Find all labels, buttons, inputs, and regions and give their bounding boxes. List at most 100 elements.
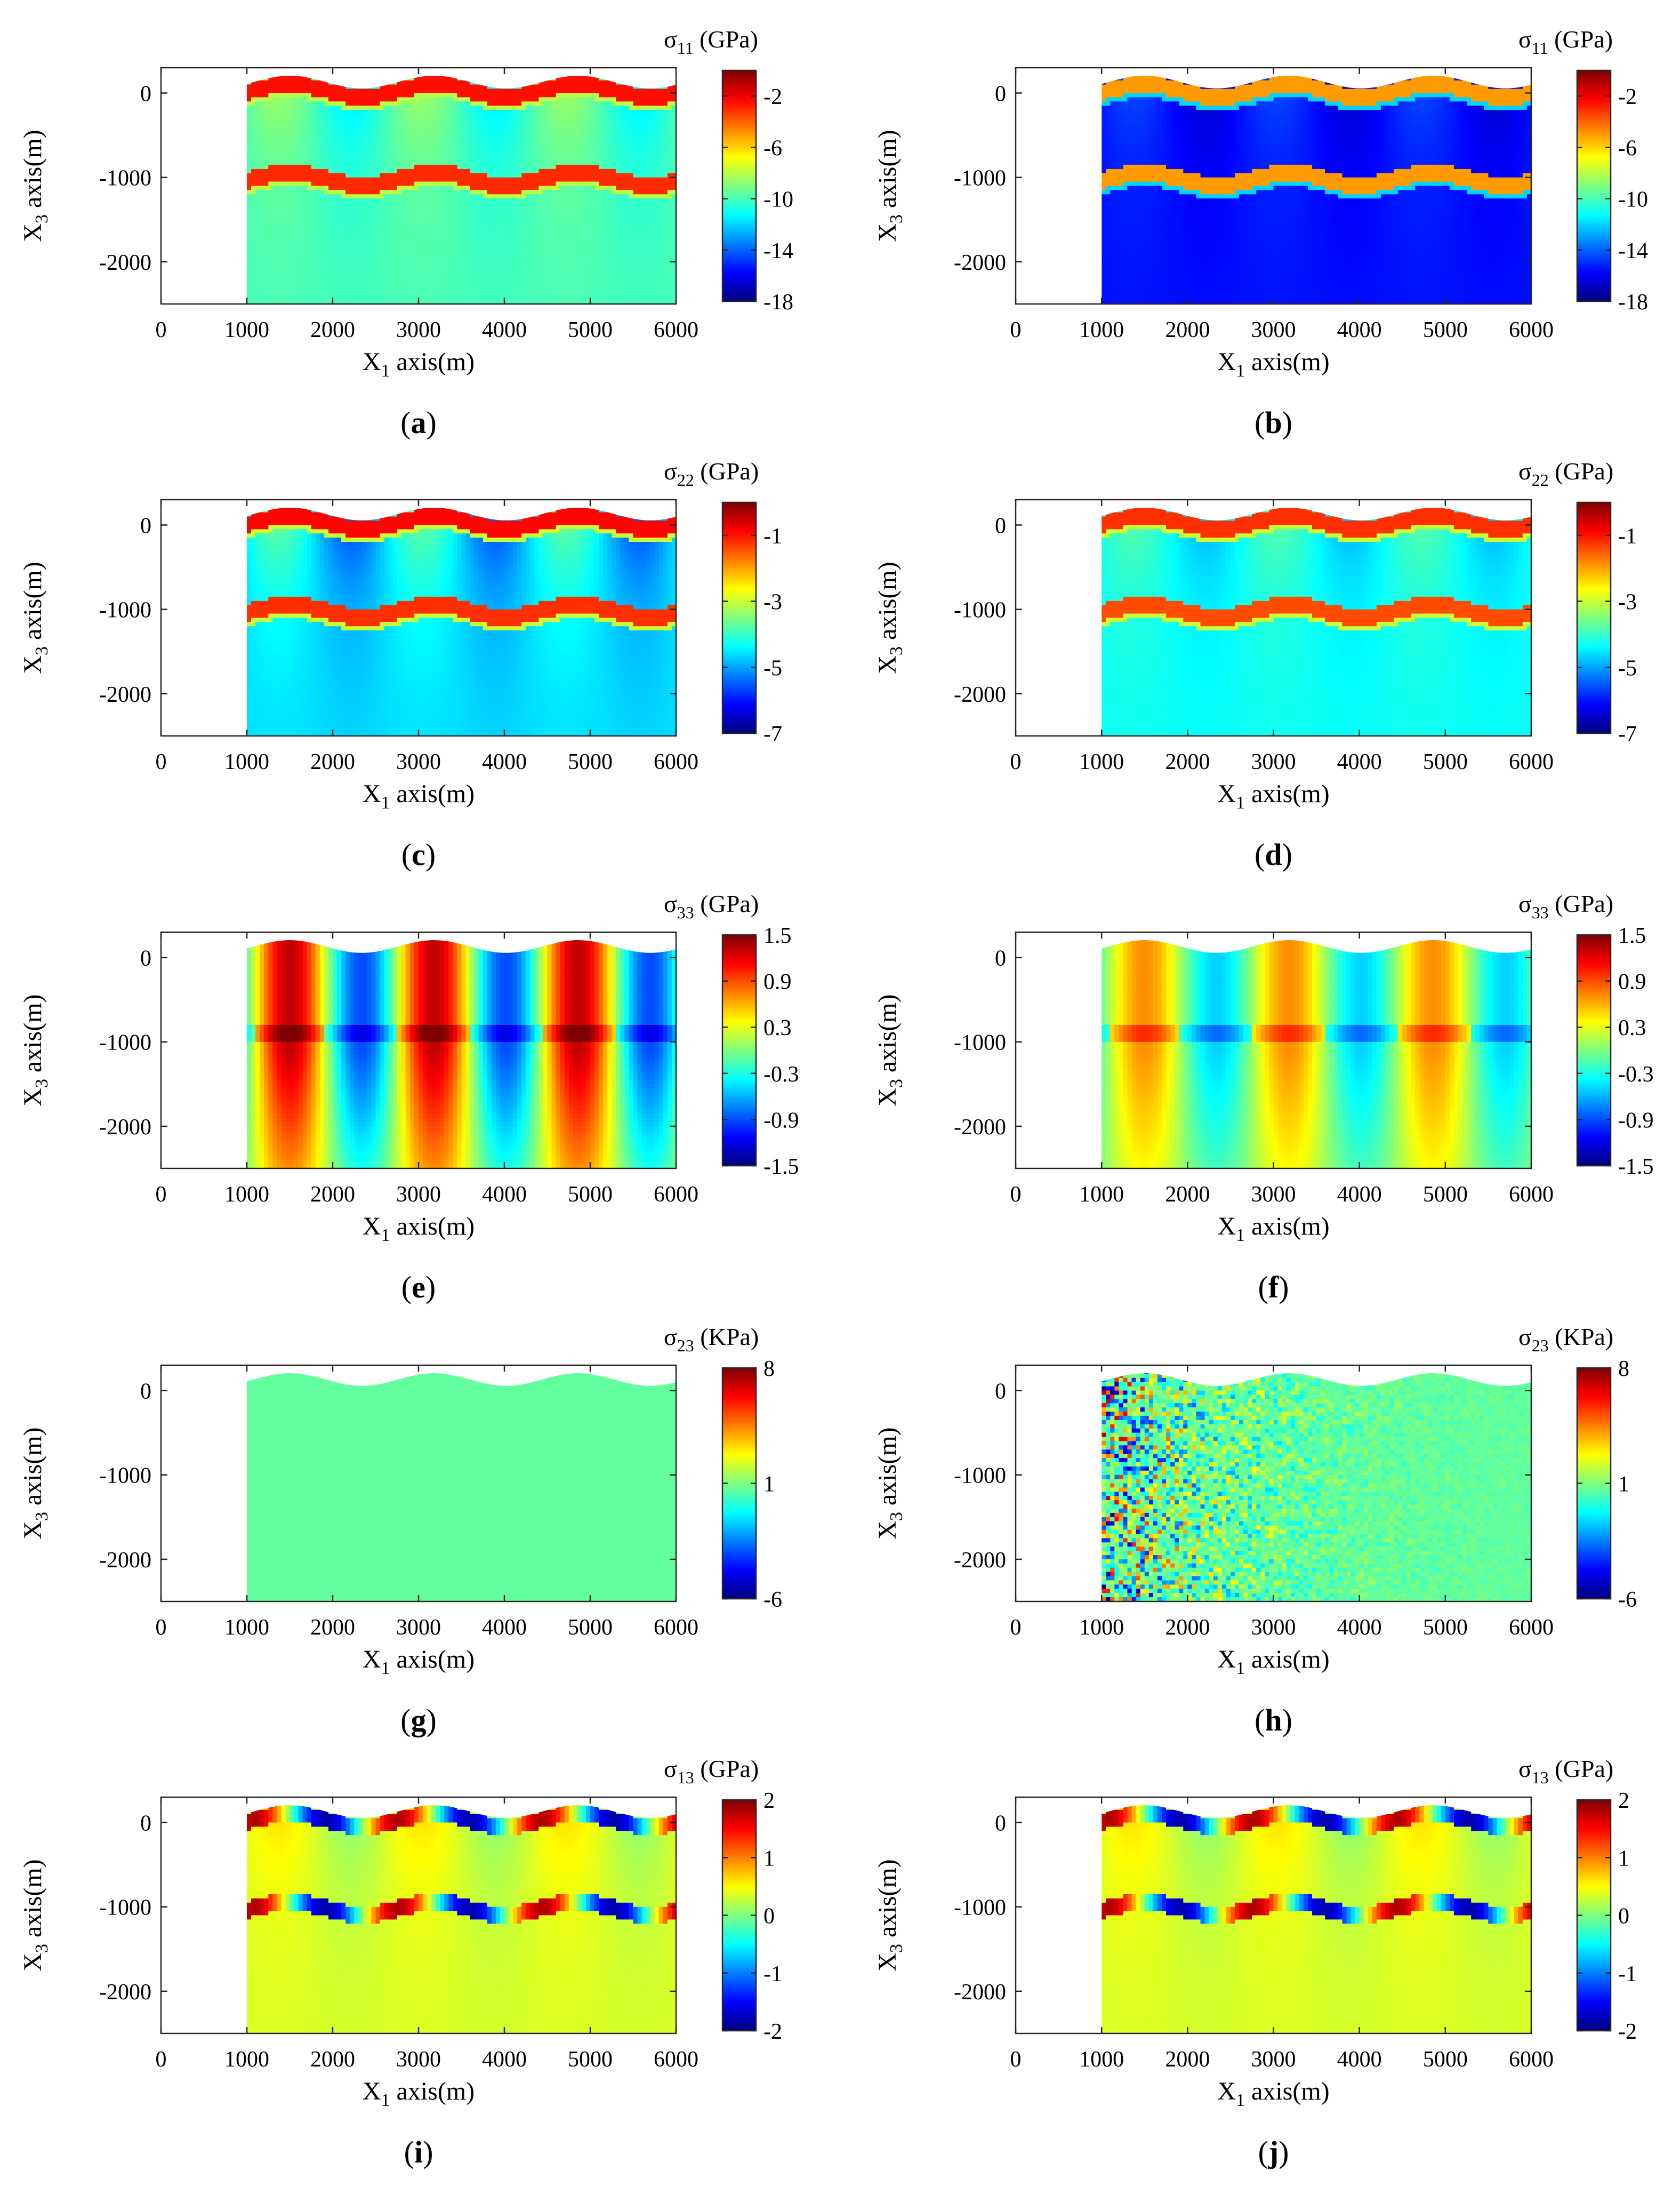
heatmap-cell (543, 93, 548, 98)
heatmap-cell (465, 211, 471, 216)
heatmap-cell (294, 68, 299, 73)
heatmap-cell (440, 131, 445, 136)
heatmap-cell (367, 219, 372, 225)
heatmap-cell (427, 76, 432, 77)
heatmap-cell (294, 76, 299, 77)
heatmap-cell (392, 261, 398, 267)
heatmap-cell (397, 152, 402, 157)
heatmap-cell (465, 194, 471, 199)
heatmap-cell (436, 207, 441, 212)
heatmap-cell (427, 173, 432, 178)
heatmap-cell (247, 186, 252, 191)
heatmap-cell (594, 169, 599, 174)
heatmap-cell (581, 80, 586, 85)
heatmap-cell (341, 194, 346, 199)
heatmap-cell (307, 223, 312, 229)
heatmap-cell (457, 97, 462, 102)
heatmap-cell (483, 198, 488, 203)
heatmap-cell (341, 156, 346, 161)
heatmap-cell (311, 245, 316, 250)
heatmap-cell (491, 215, 496, 220)
heatmap-cell (345, 190, 350, 195)
heatmap-cell (612, 118, 617, 123)
heatmap-cell (350, 156, 355, 161)
heatmap-cell (448, 274, 454, 279)
heatmap-cell (470, 181, 475, 187)
heatmap-cell (658, 241, 664, 245)
heatmap-cell (526, 190, 531, 195)
heatmap-cell (384, 101, 389, 106)
heatmap-cell (521, 143, 527, 149)
heatmap-cell (641, 203, 647, 207)
heatmap-cell (354, 139, 359, 145)
heatmap-cell (367, 139, 372, 145)
heatmap-cell (384, 169, 389, 174)
heatmap-cell (633, 245, 638, 250)
heatmap-cell (616, 181, 621, 187)
heatmap-cell (397, 143, 402, 149)
heatmap-cell (363, 270, 368, 275)
heatmap-cell (333, 169, 337, 174)
heatmap-cell (612, 97, 617, 102)
heatmap-cell (260, 274, 264, 279)
heatmap-cell (568, 203, 574, 207)
heatmap-cell (521, 118, 527, 123)
heatmap-cell (324, 194, 329, 199)
heatmap-cell (328, 177, 333, 182)
heatmap-cell (517, 270, 522, 275)
heatmap-cell (272, 80, 278, 85)
heatmap-cell (436, 203, 441, 207)
heatmap-cell (556, 89, 561, 94)
heatmap-cell (251, 97, 256, 102)
heatmap-cell (513, 122, 518, 127)
heatmap-cell (504, 241, 509, 245)
heatmap-cell (409, 274, 415, 279)
heatmap-cell (380, 270, 385, 275)
heatmap-cell (487, 228, 492, 233)
heatmap-cell (474, 241, 479, 245)
heatmap-cell (538, 101, 544, 106)
heatmap-cell (556, 139, 561, 145)
heatmap-cell (392, 161, 398, 165)
heatmap-cell (285, 89, 291, 94)
heatmap-cell (419, 258, 423, 262)
heatmap-cell (470, 118, 475, 123)
heatmap-cell (453, 126, 458, 132)
heatmap-cell (500, 126, 505, 132)
heatmap-cell (375, 97, 381, 102)
heatmap-cell (419, 97, 423, 102)
heatmap-cell (423, 139, 428, 145)
heatmap-cell (538, 241, 544, 245)
heatmap-cell (423, 258, 428, 262)
heatmap-cell (324, 258, 329, 262)
heatmap-cell (354, 236, 359, 242)
heatmap-cell (465, 270, 471, 275)
heatmap-cell (294, 190, 299, 195)
heatmap-cell (457, 156, 462, 161)
heatmap-cell (637, 173, 642, 178)
heatmap-cell (367, 228, 372, 233)
heatmap-cell (465, 198, 471, 203)
heatmap-cell (427, 89, 432, 94)
heatmap-cell (290, 194, 295, 199)
heatmap-cell (448, 223, 454, 229)
heatmap-cell (397, 241, 402, 245)
heatmap-cell (573, 198, 578, 203)
heatmap-cell (285, 203, 291, 207)
heatmap-cell (568, 241, 574, 245)
heatmap-cell (311, 236, 316, 242)
heatmap-cell (401, 139, 406, 145)
heatmap-cell (350, 241, 355, 245)
heatmap-cell (650, 249, 655, 254)
heatmap-cell (585, 249, 591, 254)
heatmap-cell (594, 186, 599, 191)
heatmap-cell (328, 84, 333, 90)
heatmap-cell (333, 76, 337, 77)
heatmap-cell (371, 211, 376, 216)
heatmap-cell (624, 164, 630, 170)
heatmap-cell (633, 131, 638, 136)
heatmap-cell (629, 131, 634, 136)
heatmap-cell (302, 135, 308, 140)
heatmap-cell (363, 156, 368, 161)
heatmap-cell (581, 249, 586, 254)
